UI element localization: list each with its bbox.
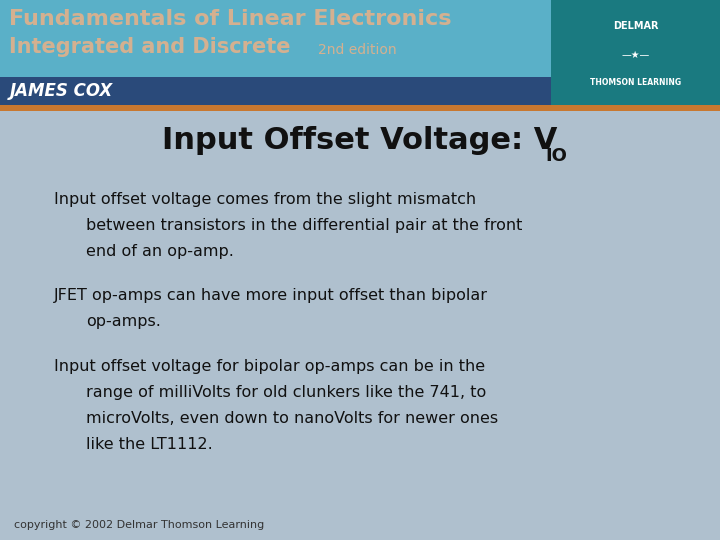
Text: like the LT1112.: like the LT1112. xyxy=(86,437,213,452)
Text: microVolts, even down to nanoVolts for newer ones: microVolts, even down to nanoVolts for n… xyxy=(86,411,498,426)
Text: copyright © 2002 Delmar Thomson Learning: copyright © 2002 Delmar Thomson Learning xyxy=(14,520,265,530)
Text: Fundamentals of Linear Electronics: Fundamentals of Linear Electronics xyxy=(9,9,451,29)
Text: DELMAR: DELMAR xyxy=(613,21,658,31)
FancyBboxPatch shape xyxy=(0,105,720,111)
Text: Input offset voltage comes from the slight mismatch: Input offset voltage comes from the slig… xyxy=(54,192,476,207)
Text: Integrated and Discrete: Integrated and Discrete xyxy=(9,37,290,57)
Text: JFET op-amps can have more input offset than bipolar: JFET op-amps can have more input offset … xyxy=(54,288,488,303)
Text: Input Offset Voltage: V: Input Offset Voltage: V xyxy=(162,126,558,155)
Text: end of an op-amp.: end of an op-amp. xyxy=(86,244,234,259)
FancyBboxPatch shape xyxy=(0,77,551,105)
Text: —★—: —★— xyxy=(621,50,649,60)
Text: JAMES COX: JAMES COX xyxy=(10,82,113,100)
FancyBboxPatch shape xyxy=(0,0,720,105)
FancyBboxPatch shape xyxy=(551,0,720,105)
Text: range of milliVolts for old clunkers like the 741, to: range of milliVolts for old clunkers lik… xyxy=(86,385,487,400)
Text: between transistors in the differential pair at the front: between transistors in the differential … xyxy=(86,218,523,233)
Text: op-amps.: op-amps. xyxy=(86,314,161,329)
Text: 2nd edition: 2nd edition xyxy=(318,43,397,57)
Text: Input offset voltage for bipolar op-amps can be in the: Input offset voltage for bipolar op-amps… xyxy=(54,359,485,374)
Text: THOMSON LEARNING: THOMSON LEARNING xyxy=(590,78,681,86)
Text: IO: IO xyxy=(545,146,567,165)
